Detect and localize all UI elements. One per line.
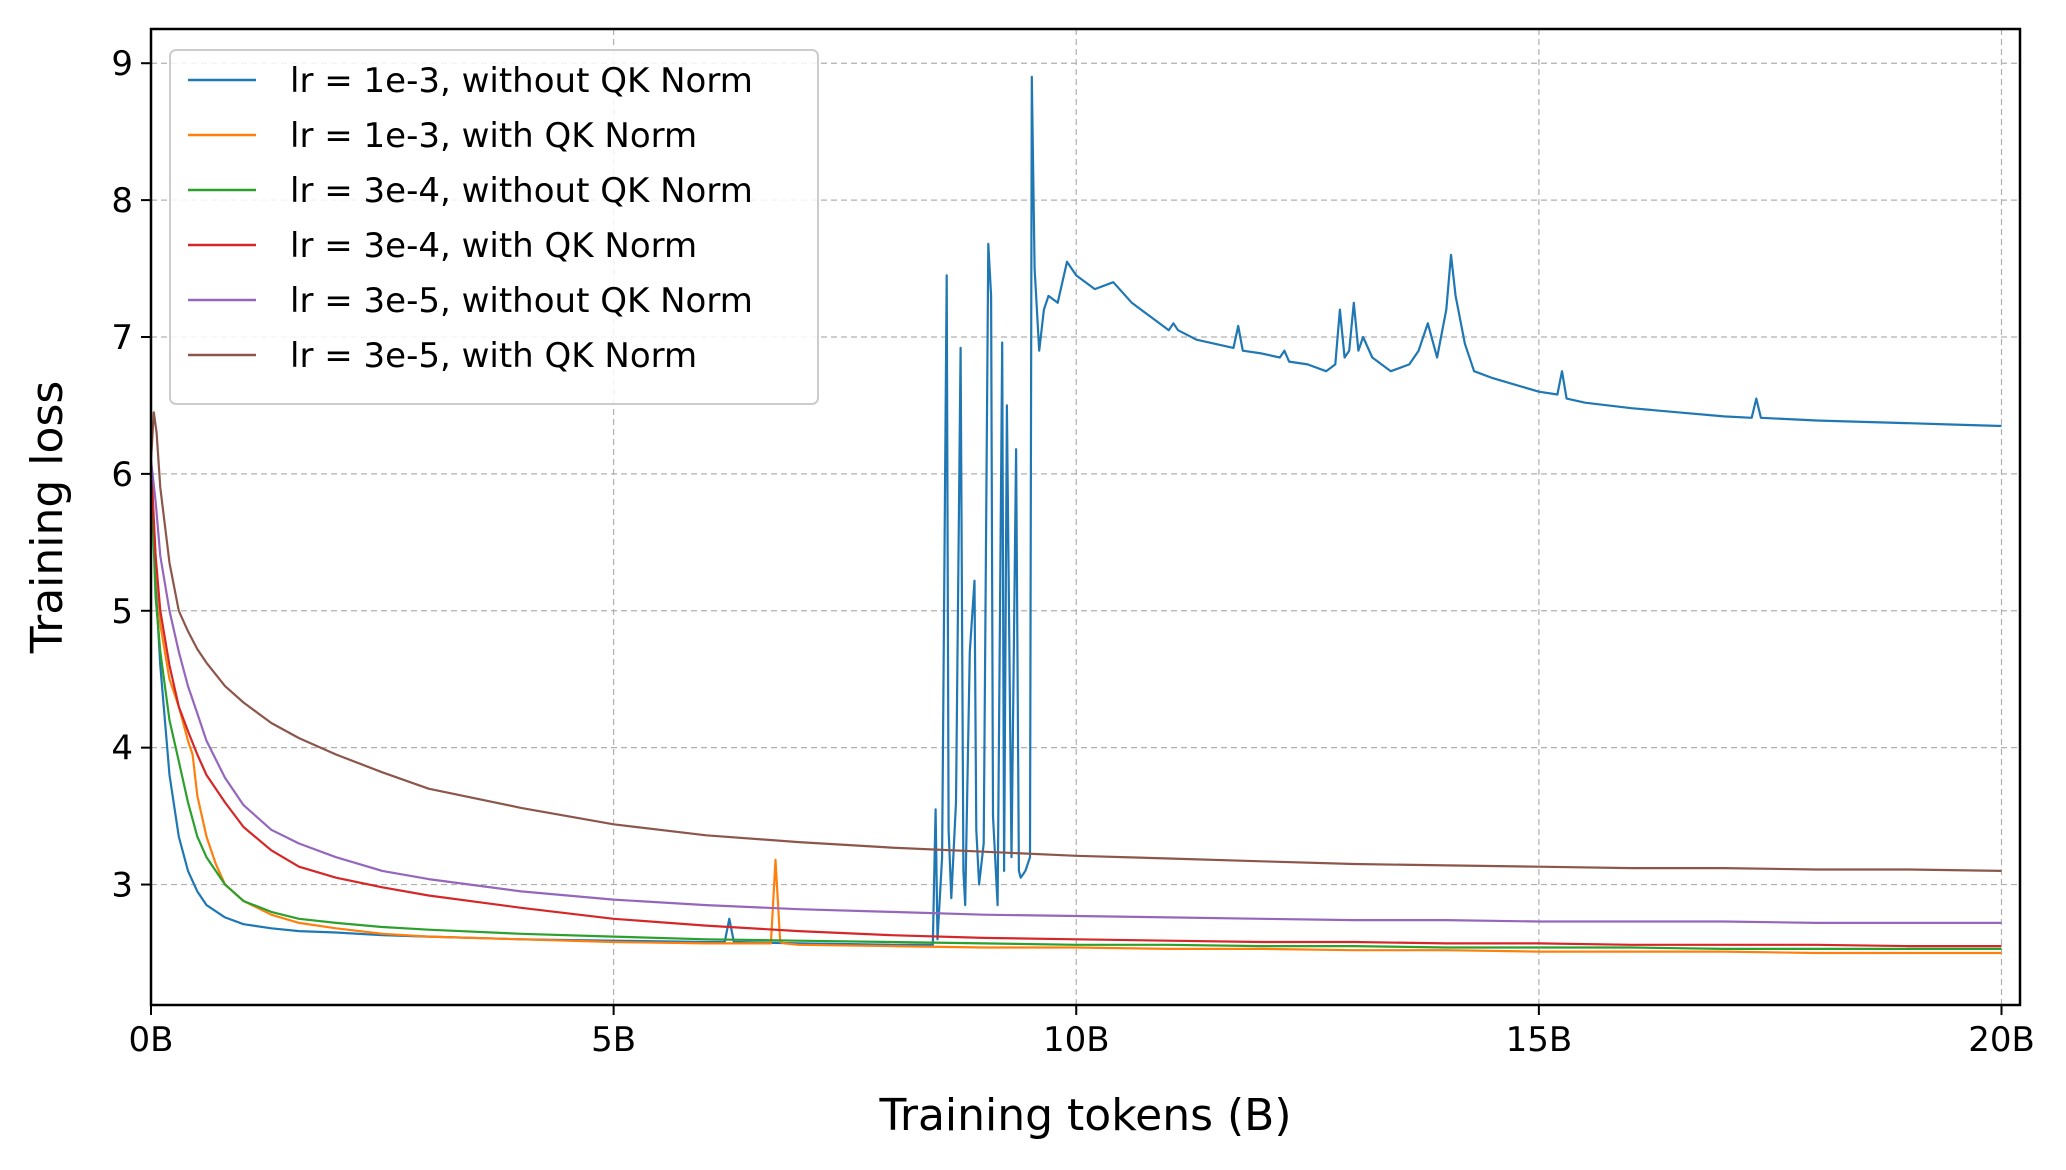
- legend-label: lr = 3e-4, without QK Norm: [290, 171, 753, 211]
- x-tick-label: 15B: [1506, 1020, 1573, 1060]
- legend-label: lr = 3e-5, without QK Norm: [290, 281, 753, 321]
- y-tick-label: 4: [111, 729, 133, 769]
- y-tick-label: 7: [111, 318, 133, 358]
- y-tick-label: 3: [111, 866, 133, 906]
- y-tick-label: 9: [111, 44, 133, 84]
- y-tick-label: 6: [111, 455, 133, 495]
- x-axis-label: Training tokens (B): [878, 1090, 1291, 1141]
- plot-frame: [149, 27, 2022, 1007]
- y-tick-label: 8: [111, 181, 133, 221]
- legend-label: lr = 3e-5, with QK Norm: [290, 336, 697, 376]
- axis-ticks: 0B 5B 10B 15B 20B 3 4 5 6 7 8 9: [111, 44, 2034, 1060]
- x-tick-label: 10B: [1043, 1020, 1110, 1060]
- x-tick-label: 5B: [591, 1020, 636, 1060]
- series-line: [149, 473, 2002, 951]
- series-line: [149, 473, 2002, 955]
- legend-label: lr = 1e-3, with QK Norm: [290, 116, 697, 156]
- legend-label: lr = 3e-4, with QK Norm: [290, 226, 697, 266]
- legend: lr = 1e-3, without QK Norm lr = 1e-3, wit…: [169, 49, 819, 405]
- series-line: [149, 460, 2002, 948]
- series-line: [149, 460, 2002, 925]
- series-lines: [149, 75, 2002, 955]
- legend-box: [169, 49, 819, 405]
- legend-label: lr = 1e-3, without QK Norm: [290, 61, 753, 101]
- y-tick-label: 5: [111, 592, 133, 632]
- x-tick-label: 20B: [1968, 1020, 2035, 1060]
- x-tick-label: 0B: [129, 1020, 174, 1060]
- y-axis-label: Training loss: [22, 381, 73, 655]
- series-line: [149, 411, 2002, 872]
